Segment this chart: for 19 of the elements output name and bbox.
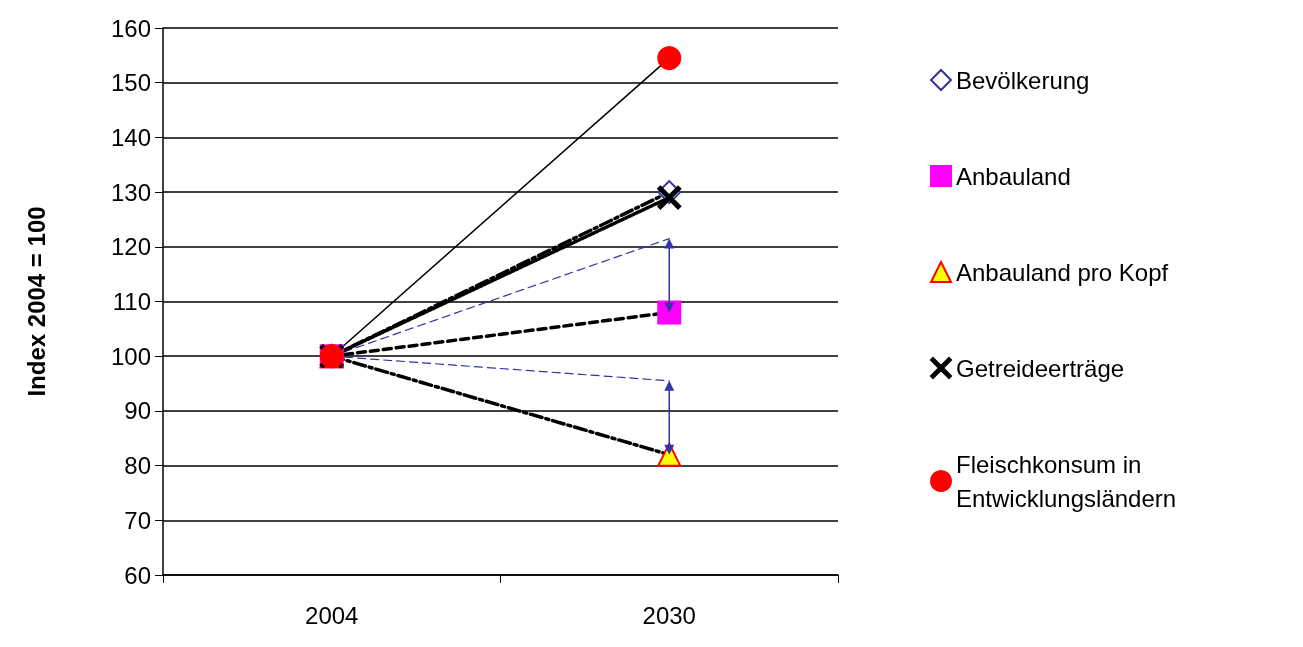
- legend-label: Getreideerträge: [956, 354, 1125, 382]
- y-tick-label: 160: [110, 14, 151, 42]
- y-tick-label: 100: [110, 342, 151, 370]
- y-tick-label: 120: [110, 233, 151, 261]
- y-tick-label: 60: [124, 561, 151, 589]
- x-tick-label: 2004: [305, 601, 359, 629]
- legend-label: Anbauland pro Kopf: [956, 258, 1169, 286]
- y-tick-label: 130: [110, 178, 151, 206]
- legend-label: Anbauland: [956, 162, 1071, 190]
- y-tick-label: 80: [124, 452, 151, 480]
- legend-label: Bevölkerung: [956, 66, 1090, 94]
- y-tick-label: 150: [110, 69, 151, 97]
- y-tick-label: 70: [124, 506, 151, 534]
- y-tick-label: 140: [110, 123, 151, 151]
- y-tick-label: 110: [112, 288, 151, 315]
- y-tick-label: 90: [124, 397, 151, 425]
- y-axis-title: Index 2004 = 100: [22, 206, 50, 397]
- legend-label: Fleischkonsum in Entwicklungsländern: [956, 450, 1177, 512]
- x-tick-label: 2030: [642, 601, 696, 629]
